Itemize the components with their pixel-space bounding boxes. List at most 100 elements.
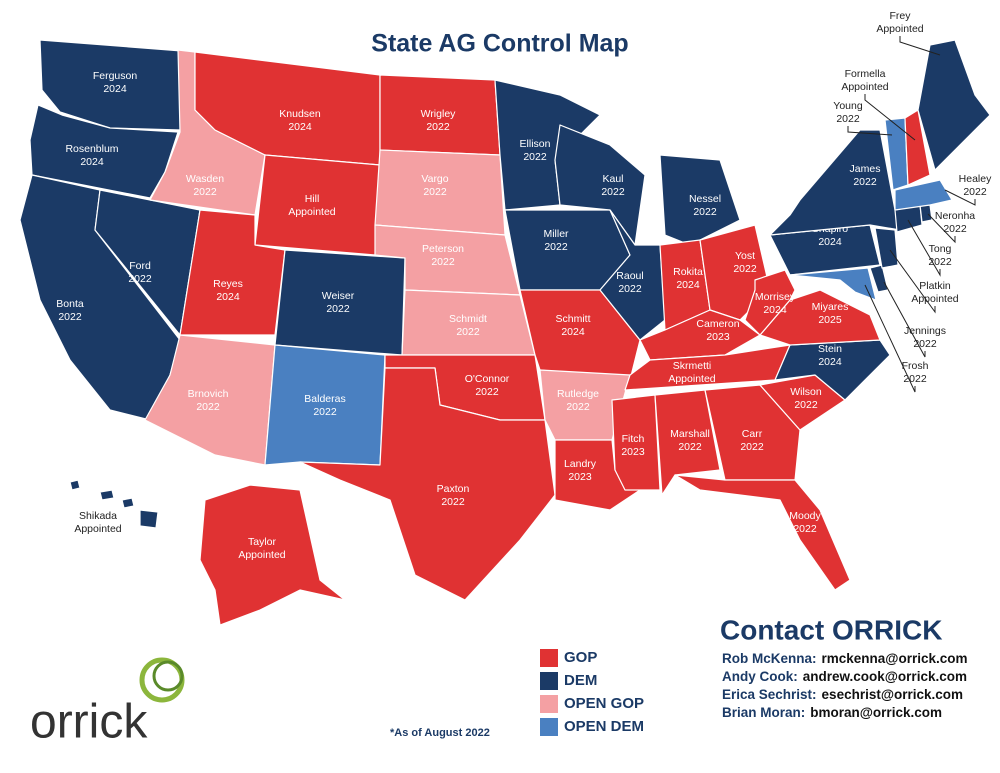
ag-term: 2022	[431, 256, 455, 268]
leader-line	[944, 189, 976, 206]
state	[894, 179, 953, 211]
ag-name: Morrisey	[755, 291, 796, 303]
ag-term: 2022	[963, 186, 987, 198]
ag-term: 2022	[326, 303, 350, 315]
ag-name: James	[850, 163, 881, 175]
state	[789, 267, 877, 301]
ag-name: Landry	[564, 458, 597, 470]
ag-name: Schmidt	[449, 313, 487, 325]
ag-name: Hill	[305, 193, 320, 205]
ag-name: Miyares	[812, 301, 849, 313]
ag-name: Nessel	[689, 193, 721, 205]
state	[919, 204, 933, 223]
contact-line: Rob McKenna: rmckenna@orrick.com	[722, 651, 967, 666]
ag-name: Raoul	[616, 270, 643, 282]
ag-term: 2022	[128, 273, 152, 285]
ag-name: Wasden	[186, 173, 224, 185]
contact-title: Contact ORRICK	[720, 614, 942, 645]
state	[599, 209, 666, 341]
ag-name: Miller	[543, 228, 569, 240]
state	[299, 367, 556, 601]
us-map: Ferguson2024Rosenblum2024Bonta2022Ford20…	[19, 10, 992, 626]
ag-term: Appointed	[876, 23, 923, 35]
legend-swatch	[540, 718, 558, 736]
state	[199, 484, 346, 626]
state	[874, 227, 899, 269]
ag-name: Healey	[959, 173, 992, 185]
ag-term: 2025	[818, 314, 842, 326]
leader-line	[927, 213, 956, 244]
ag-term: 2022	[794, 399, 818, 411]
leader-line	[883, 281, 926, 358]
ag-term: 2022	[441, 496, 465, 508]
ag-term: 2022	[601, 186, 625, 198]
ag-term: 2022	[733, 263, 757, 275]
ag-term: 2022	[903, 373, 927, 385]
ag-term: 2023	[621, 446, 645, 458]
ag-name: Ferguson	[93, 70, 138, 82]
ag-name: Frey	[890, 10, 912, 22]
ag-term: 2022	[426, 121, 450, 133]
ag-term: 2022	[456, 326, 480, 338]
state	[611, 394, 661, 491]
ag-term: 2024	[676, 279, 700, 291]
logo-text: orrick	[30, 696, 148, 749]
ag-name: Platkin	[919, 280, 951, 292]
ag-term: 2024	[103, 83, 127, 95]
ag-name: Tong	[929, 243, 952, 255]
legend: GOP DEM OPEN GOP OPEN DEM	[540, 649, 644, 736]
legend-label: OPEN DEM	[564, 718, 644, 735]
ag-term: 2024	[818, 356, 842, 368]
ag-name: Bonta	[56, 298, 84, 310]
ag-term: 2022	[836, 113, 860, 125]
logo: orrick	[30, 657, 185, 749]
ag-term: Appointed	[911, 293, 958, 305]
ag-name: Knudsen	[279, 108, 321, 120]
ag-term: Appointed	[668, 373, 715, 385]
legend-swatch	[540, 649, 558, 667]
ag-term: 2024	[216, 291, 240, 303]
ag-name: Young	[833, 100, 863, 112]
ag-name: Fitch	[622, 433, 645, 445]
ag-term: 2022	[740, 441, 764, 453]
ag-name: Moody	[789, 510, 821, 522]
contact-line: Erica Sechrist: esechrist@orrick.com	[722, 687, 963, 702]
contact-line: Andy Cook: andrew.cook@orrick.com	[722, 669, 967, 684]
footnote: *As of August 2022	[390, 727, 490, 739]
ag-term: 2024	[288, 121, 312, 133]
ag-name: Formella	[845, 68, 886, 80]
ag-term: Appointed	[288, 206, 335, 218]
contact-line: Brian Moran: bmoran@orrick.com	[722, 705, 942, 720]
leader-line	[847, 126, 893, 136]
legend-swatch	[540, 695, 558, 713]
ag-name: O'Connor	[465, 373, 510, 385]
ag-name: Rutledge	[557, 388, 599, 400]
ag-term: 2022	[928, 256, 952, 268]
ag-term: 2022	[678, 441, 702, 453]
state	[654, 389, 721, 496]
ag-name: Neronha	[935, 210, 975, 222]
state	[769, 129, 901, 236]
leader-line	[889, 249, 936, 314]
legend-label: GOP	[564, 649, 597, 666]
ag-name: Cameron	[696, 318, 739, 330]
leader-line	[899, 36, 941, 56]
ag-term: 2022	[943, 223, 967, 235]
ag-name: Marshall	[670, 428, 710, 440]
contact-email: esechrist@orrick.com	[822, 687, 963, 702]
ag-name: Shikada	[79, 510, 117, 522]
ag-term: 2022	[544, 241, 568, 253]
logo-ring	[152, 660, 184, 692]
ag-name: Rokita	[673, 266, 703, 278]
contact-name: Brian Moran:	[722, 705, 805, 720]
ag-name: Jennings	[904, 325, 946, 337]
contacts: Rob McKenna: rmckenna@orrick.com Andy Cook…	[722, 651, 967, 720]
ag-name: Kaul	[602, 173, 623, 185]
ag-name: Yost	[735, 250, 755, 262]
ag-term: 2022	[196, 401, 220, 413]
ag-name: Brnovich	[188, 388, 229, 400]
title: State AG Control Map	[371, 30, 628, 58]
state	[674, 474, 851, 591]
ag-name: Paxton	[437, 483, 470, 495]
ag-name: Rosenblum	[65, 143, 118, 155]
